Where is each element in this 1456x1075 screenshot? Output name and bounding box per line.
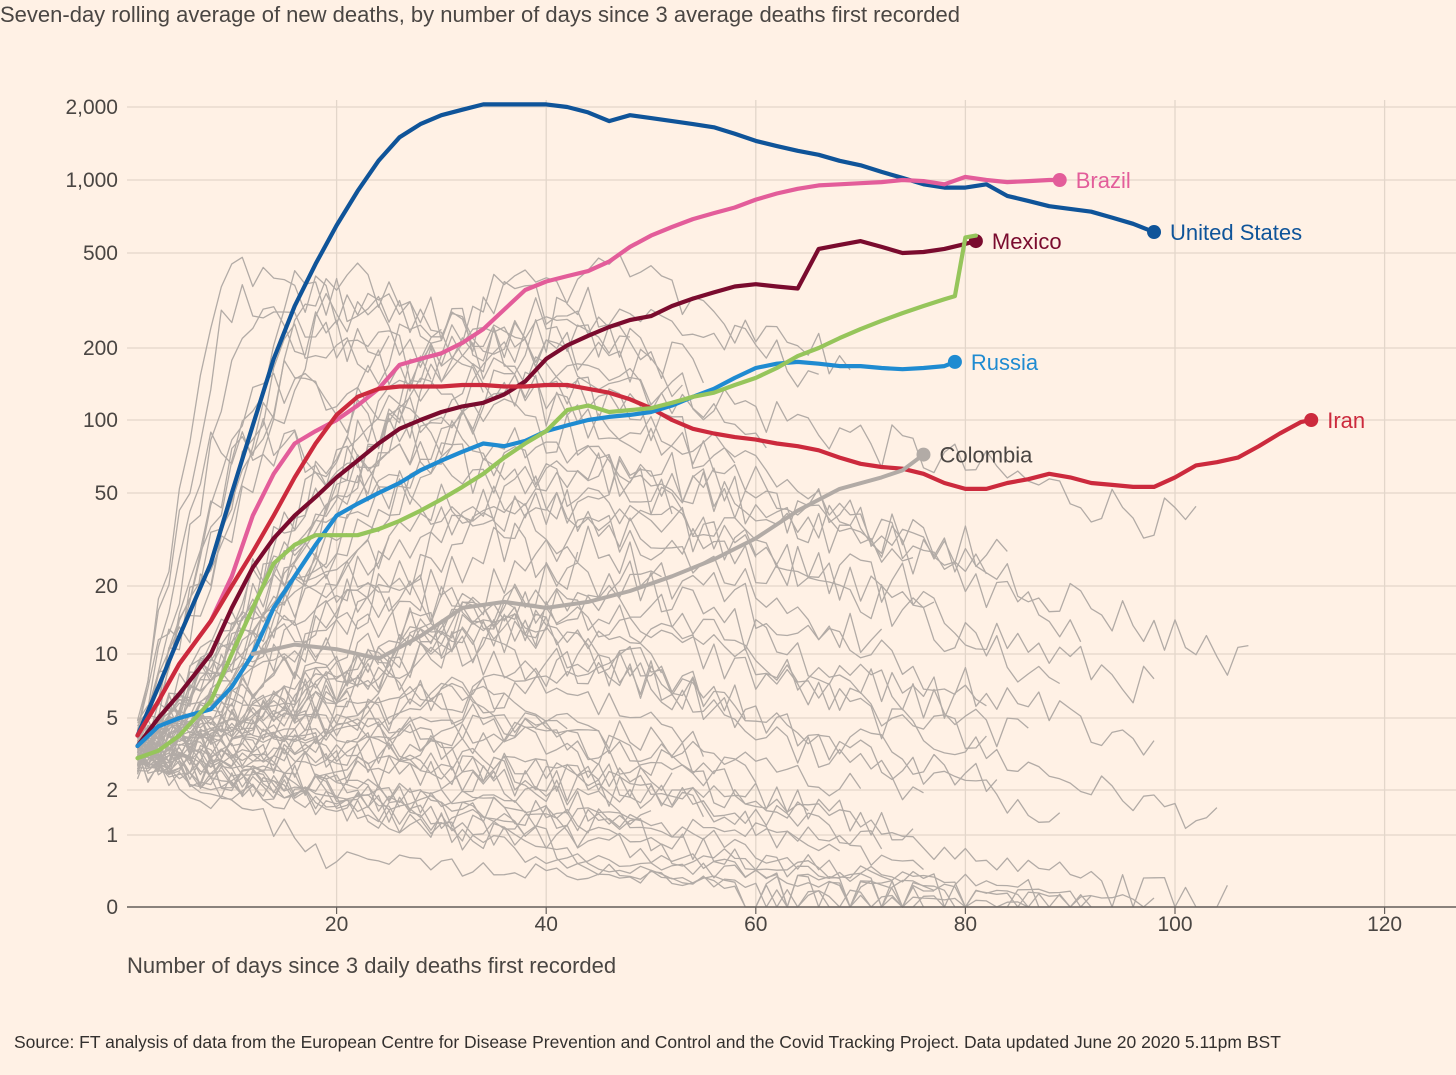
y-tick-label: 5 (106, 707, 118, 730)
series-label-russia: Russia (971, 350, 1039, 375)
other-country-line (137, 297, 631, 749)
series-label-brazil: Brazil (1076, 168, 1131, 193)
other-country-line (136, 573, 705, 761)
highlighted-series: United States Brazil Mexico Iran Russia Colom… (135, 102, 1365, 761)
y-tick-label: 10 (95, 643, 118, 666)
other-country-line (137, 560, 1029, 762)
y-tick-label: 200 (83, 337, 118, 360)
series-endpoint-iran (1304, 413, 1319, 427)
series-endpoint-united-states (1147, 225, 1162, 240)
x-tick-label: 40 (535, 913, 558, 936)
other-country-line (137, 746, 1092, 908)
series-endpoint-russia (947, 354, 962, 369)
series-endpoint-brazil (1052, 173, 1067, 187)
other-country-line (136, 284, 736, 732)
other-country-line (137, 573, 746, 750)
other-country-line (137, 645, 998, 793)
other-country-line (136, 749, 925, 908)
other-country-line (136, 312, 683, 751)
axes: 0 1 2 5 10 20 50 100 200 500 1,000 2,000 20 40 60 80 100… (65, 96, 1456, 936)
series-line-iran (135, 382, 1314, 738)
other-country-line (136, 377, 914, 766)
x-tick-label: 60 (744, 913, 767, 936)
other-country-line (137, 374, 1249, 750)
y-tick-label: 20 (95, 575, 118, 598)
y-tick-label: 0 (106, 896, 118, 919)
other-country-line (137, 735, 1155, 908)
y-tick-label: 2,000 (65, 96, 118, 119)
other-country-line (136, 372, 883, 727)
other-country-line (136, 452, 1008, 767)
other-country-line (136, 750, 526, 837)
x-tick-label: 120 (1367, 913, 1402, 936)
other-country-line (137, 754, 934, 908)
other-country-line (136, 719, 568, 774)
other-country-line (137, 323, 432, 724)
gridlines (127, 100, 1456, 908)
chart-subtitle: Seven-day rolling average of new deaths,… (0, 2, 960, 27)
series-label-colombia: Colombia (939, 443, 1033, 468)
other-country-line (137, 753, 1092, 908)
other-country-line (136, 682, 914, 841)
y-tick-label: 2 (106, 779, 118, 802)
series-label-iran: Iran (1327, 408, 1365, 433)
other-country-line (137, 591, 987, 759)
other-country-line (136, 306, 390, 731)
y-tick-label: 50 (95, 482, 118, 505)
other-country-line (137, 396, 673, 756)
other-country-line (136, 745, 809, 819)
other-countries-lines (136, 253, 1249, 908)
x-tick-label: 80 (954, 913, 977, 936)
x-axis-title: Number of days since 3 daily deaths firs… (127, 953, 616, 978)
other-country-line (137, 703, 924, 870)
other-country-line (137, 740, 652, 826)
y-tick-label: 1,000 (65, 169, 118, 192)
other-country-line (136, 746, 883, 850)
y-tick-label: 100 (83, 409, 118, 432)
series-line-united-states (135, 102, 1157, 738)
other-country-line (136, 749, 840, 852)
other-country-line (136, 697, 348, 775)
series-line-russia (135, 359, 958, 749)
other-country-line (137, 454, 1061, 755)
series-line-mexico (135, 239, 979, 749)
source-note: Source: FT analysis of data from the Eur… (14, 1032, 1281, 1052)
y-tick-label: 500 (83, 242, 118, 265)
series-label-united-states: United States (1170, 220, 1302, 245)
line-chart: United States Brazil Mexico Iran Russia Colom… (65, 96, 1456, 978)
other-country-line (136, 256, 1197, 721)
other-country-line (136, 745, 673, 798)
y-tick-label: 1 (106, 824, 118, 847)
series-line-brazil (135, 174, 1062, 738)
other-country-line (137, 560, 663, 748)
series-endpoint-colombia (916, 447, 931, 462)
other-country-line (136, 359, 1155, 740)
x-tick-label: 20 (325, 913, 348, 936)
other-country-line (137, 671, 862, 797)
other-country-line (136, 751, 1050, 908)
series-line-unlabelled (135, 233, 979, 761)
series-label-mexico: Mexico (992, 229, 1062, 254)
series-line-colombia (250, 452, 926, 661)
other-country-line (137, 269, 819, 738)
other-country-line (137, 714, 1228, 908)
other-country-line (136, 586, 1218, 830)
other-country-line (137, 689, 704, 818)
other-country-line (137, 253, 851, 757)
other-country-line (137, 514, 935, 765)
x-tick-label: 100 (1157, 913, 1192, 936)
other-country-line (137, 752, 401, 810)
